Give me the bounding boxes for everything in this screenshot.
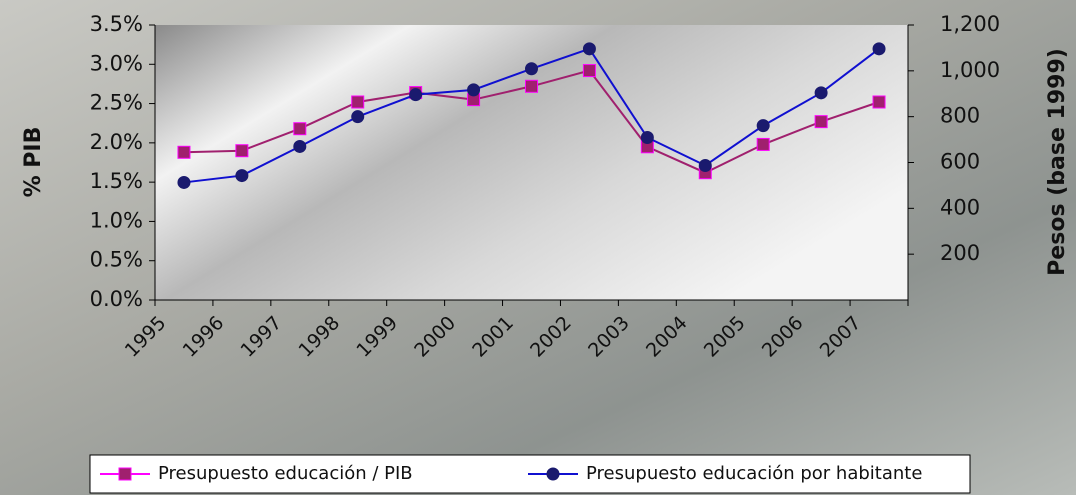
y-tick-label: 2.5% [90,91,143,115]
y2-tick-label: 800 [940,104,980,128]
y-tick-label: 1.5% [90,169,143,193]
y2-tick-label: 1,000 [940,58,1000,82]
y2-axis-title: Pesos (base 1999) [1045,48,1070,276]
marker [294,140,306,152]
marker [119,468,131,480]
y-tick-label: 3.5% [90,12,143,36]
y2-tick-label: 600 [940,150,980,174]
marker [583,65,595,77]
y-tick-label: 0.5% [90,248,143,272]
y-axis-title: % PIB [21,127,46,198]
marker [757,138,769,150]
marker [294,123,306,135]
y2-tick-label: 400 [940,195,980,219]
marker [757,120,769,132]
marker [178,146,190,158]
y-tick-label: 0.0% [90,287,143,311]
marker [178,176,190,188]
y-tick-label: 1.0% [90,208,143,232]
marker [873,43,885,55]
chart: % PIB Pesos (base 1999) 0.0% 0.5% 1.0% 1.5%… [0,0,1076,495]
marker [352,96,364,108]
marker [641,132,653,144]
marker [547,468,559,480]
legend-label: Presupuesto educación / PIB [158,463,413,484]
y2-tick-label: 200 [940,241,980,265]
marker [236,170,248,182]
marker [873,96,885,108]
y-tick-label: 2.0% [90,130,143,154]
marker [526,63,538,75]
y-tick-label: 3.0% [90,51,143,75]
marker [236,145,248,157]
marker [468,84,480,96]
marker [699,159,711,171]
marker [583,43,595,55]
page: % PIB Pesos (base 1999) 0.0% 0.5% 1.0% 1.5%… [0,0,1076,495]
legend-label: Presupuesto educación por habitante [586,463,922,484]
marker [410,89,422,101]
marker [815,116,827,128]
marker [526,80,538,92]
marker [352,111,364,123]
marker [815,87,827,99]
y2-tick-label: 1,200 [940,12,1000,36]
